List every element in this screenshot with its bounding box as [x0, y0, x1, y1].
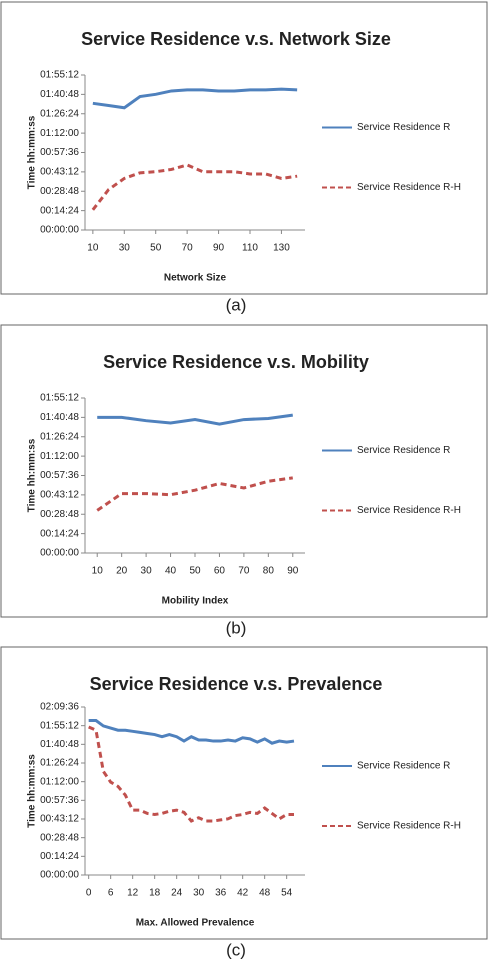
series-line [91, 163, 298, 211]
y-tick-label: 00:43:12 [40, 490, 79, 501]
panel [0, 646, 488, 940]
x-tick-label: 10 [87, 243, 99, 254]
x-tick-label: 70 [238, 566, 250, 577]
x-tick-label: 54 [281, 888, 293, 899]
x-tick-label: 20 [116, 566, 128, 577]
x-tick-label: 12 [127, 888, 139, 899]
x-tick-label: 30 [193, 888, 205, 899]
y-tick-label: 00:14:24 [40, 851, 79, 862]
y-tick-label: 00:43:12 [40, 814, 79, 825]
y-tick-label: 00:00:00 [40, 870, 79, 881]
x-tick-label: 0 [86, 888, 92, 899]
caption: (a) [226, 295, 247, 314]
y-tick-label: 01:26:24 [40, 108, 79, 119]
y-tick-label: 00:57:36 [40, 470, 79, 481]
series-line [88, 725, 294, 823]
panel [0, 1, 488, 295]
legend-label: Service Residence R [357, 761, 450, 772]
y-tick-label: 01:55:12 [40, 393, 79, 404]
x-tick-label: 110 [242, 243, 258, 254]
y-tick-label: 01:40:48 [40, 89, 79, 100]
y-tick-label: 00:14:24 [40, 528, 79, 539]
legend-label: Service Residence R [357, 445, 450, 456]
x-tick-label: 130 [273, 243, 290, 254]
caption: (b) [226, 618, 247, 637]
panel [0, 324, 488, 618]
y-axis-label: Time hh:mm:ss [27, 438, 38, 512]
y-axis-label: Time hh:mm:ss [27, 115, 38, 189]
series-line [92, 87, 298, 110]
x-tick-label: 30 [141, 566, 153, 577]
x-tick-label: 50 [189, 566, 201, 577]
x-tick-label: 6 [108, 888, 114, 899]
x-tick-label: 40 [165, 566, 177, 577]
x-tick-label: 30 [119, 243, 131, 254]
y-tick-label: 00:57:36 [40, 795, 79, 806]
y-tick-label: 00:57:36 [40, 147, 79, 158]
y-tick-label: 01:26:24 [40, 758, 79, 769]
y-tick-label: 00:43:12 [40, 167, 79, 178]
x-tick-label: 24 [171, 888, 183, 899]
x-tick-label: 42 [237, 888, 249, 899]
x-axis-label: Max. Allowed Prevalence [136, 918, 255, 929]
x-tick-label: 70 [182, 243, 194, 254]
caption: (c) [226, 940, 246, 959]
y-tick-label: 00:28:48 [40, 509, 79, 520]
y-tick-label: 00:00:00 [40, 548, 79, 559]
y-tick-label: 01:12:00 [40, 776, 79, 787]
x-axis-label: Network Size [164, 273, 227, 284]
y-tick-label: 00:28:48 [40, 186, 79, 197]
x-tick-label: 90 [213, 243, 225, 254]
x-tick-label: 18 [149, 888, 161, 899]
x-tick-label: 50 [150, 243, 162, 254]
legend-label: Service Residence R-H [357, 182, 461, 193]
legend-label: Service Residence R-H [357, 821, 461, 832]
y-tick-label: 00:00:00 [40, 225, 79, 236]
x-tick-label: 90 [287, 566, 299, 577]
y-tick-label: 01:26:24 [40, 431, 79, 442]
x-tick-label: 36 [215, 888, 227, 899]
y-tick-label: 01:40:48 [40, 412, 79, 423]
y-tick-label: 01:55:12 [40, 720, 79, 731]
legend-label: Service Residence R-H [357, 505, 461, 516]
x-tick-label: 48 [259, 888, 271, 899]
chart-title: Service Residence v.s. Prevalence [90, 674, 383, 694]
y-tick-label: 01:55:12 [40, 70, 79, 81]
legend-label: Service Residence R [357, 122, 450, 133]
x-tick-label: 10 [92, 566, 104, 577]
series-line [97, 413, 293, 426]
y-tick-label: 01:40:48 [40, 739, 79, 750]
y-tick-label: 02:09:36 [40, 702, 79, 713]
y-axis-label: Time hh:mm:ss [27, 754, 38, 828]
y-tick-label: 00:28:48 [40, 832, 79, 843]
chart-title: Service Residence v.s. Network Size [81, 29, 391, 49]
series-line [96, 476, 293, 512]
y-tick-label: 00:14:24 [40, 205, 79, 216]
y-tick-label: 01:12:00 [40, 451, 79, 462]
chart-title: Service Residence v.s. Mobility [103, 352, 369, 372]
x-tick-label: 80 [263, 566, 275, 577]
x-axis-label: Mobility Index [162, 596, 229, 607]
x-tick-label: 60 [214, 566, 226, 577]
y-tick-label: 01:12:00 [40, 128, 79, 139]
series-line [88, 719, 295, 745]
